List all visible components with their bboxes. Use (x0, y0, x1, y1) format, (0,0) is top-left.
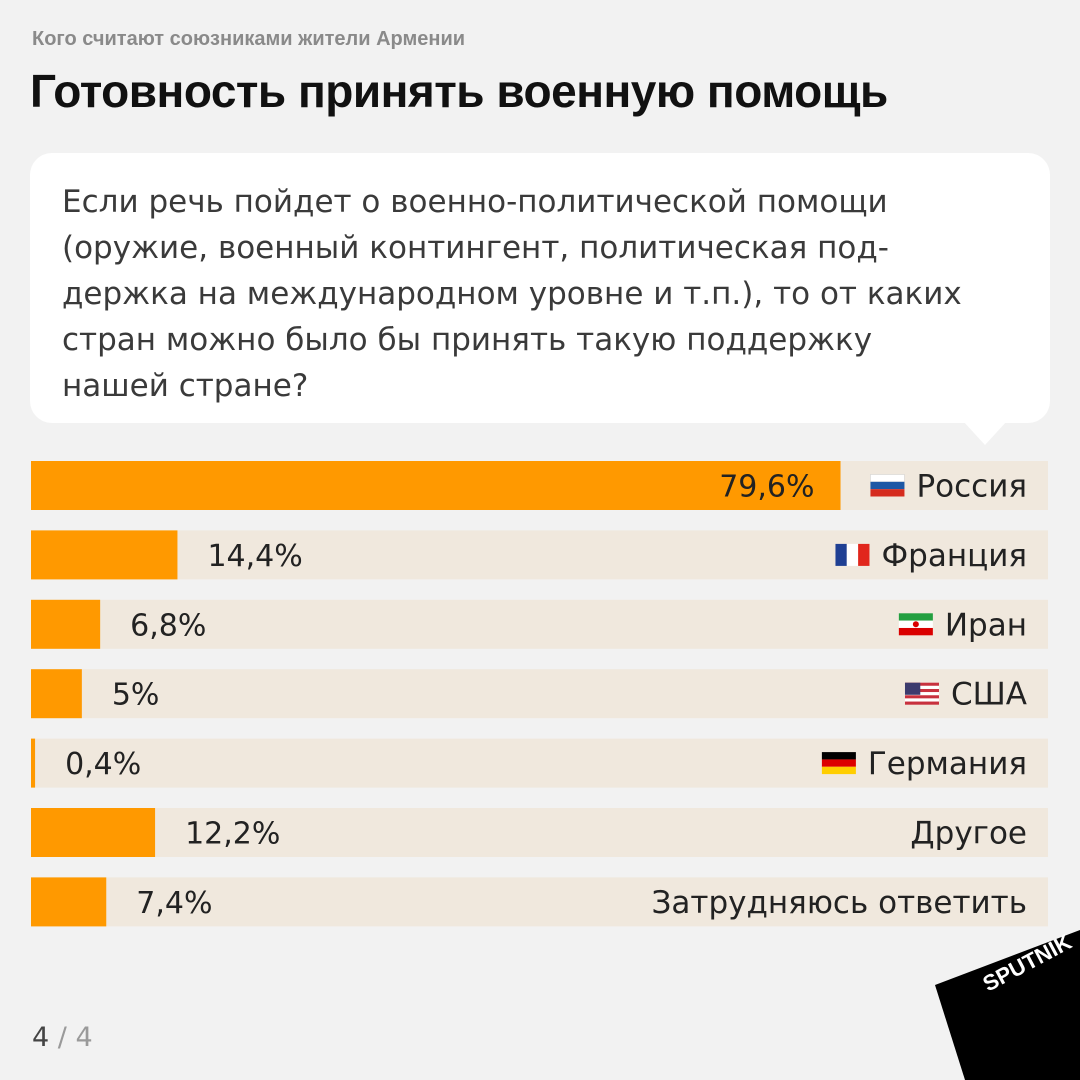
bar-track (31, 599, 1048, 649)
value-label: 12,2% (185, 817, 280, 852)
value-label: 6,8% (130, 608, 206, 643)
bar-row: 12,2% Другое (31, 808, 1048, 857)
usa-flag-icon (904, 682, 939, 705)
bar-row: 6,8% Иран (31, 599, 1048, 649)
bar-track (31, 738, 1048, 788)
bar (31, 877, 107, 927)
russia-flag-icon (870, 474, 905, 497)
bar-row: 5% США (31, 669, 1048, 719)
question-bubble: Если речь пойдет о военно-политической п… (30, 153, 1050, 423)
bar-track (31, 669, 1048, 719)
bar (31, 808, 156, 857)
bar-track (31, 530, 1048, 580)
value-label: 7,4% (136, 886, 212, 921)
page-current: 4 (32, 1022, 50, 1053)
value-label: 79,6% (719, 470, 814, 505)
bar-row: 7,4% Затрудняюсь ответить (31, 877, 1048, 927)
bar (31, 669, 82, 719)
bar (31, 530, 178, 580)
kicker: Кого считают союзниками жители Армении (32, 28, 466, 50)
category-label: Германия (868, 746, 1027, 782)
iran-flag-icon (898, 613, 933, 636)
bar-track (31, 808, 1048, 857)
bubble-tail (963, 421, 1007, 445)
page-separator: / (57, 1022, 67, 1053)
page-indicator: 4 / 4 (32, 1022, 93, 1053)
category-label: Иран (945, 607, 1027, 643)
germany-flag-icon (821, 752, 856, 775)
bar-row: 0,4% Германия (31, 738, 1048, 788)
category-label: Франция (881, 538, 1027, 574)
france-flag-icon (835, 543, 870, 566)
category-label: Затрудняюсь ответить (652, 885, 1027, 921)
bar-row: 14,4% Франция (31, 530, 1048, 580)
page-title: Готовность принять военную помощь (30, 65, 888, 117)
value-label: 14,4% (207, 539, 302, 574)
page-total: 4 (75, 1022, 93, 1053)
category-label: Россия (916, 469, 1027, 505)
question-text: Если речь пойдет о военно-политической п… (62, 184, 962, 404)
bar-track (31, 877, 1048, 927)
bar (31, 738, 36, 788)
category-label: Другое (910, 816, 1027, 852)
bar-row: 79,6% Россия (31, 461, 1048, 510)
bar (31, 461, 841, 510)
bar (31, 599, 101, 649)
value-label: 0,4% (65, 747, 141, 782)
category-label: США (951, 677, 1027, 713)
value-label: 5% (112, 678, 160, 713)
